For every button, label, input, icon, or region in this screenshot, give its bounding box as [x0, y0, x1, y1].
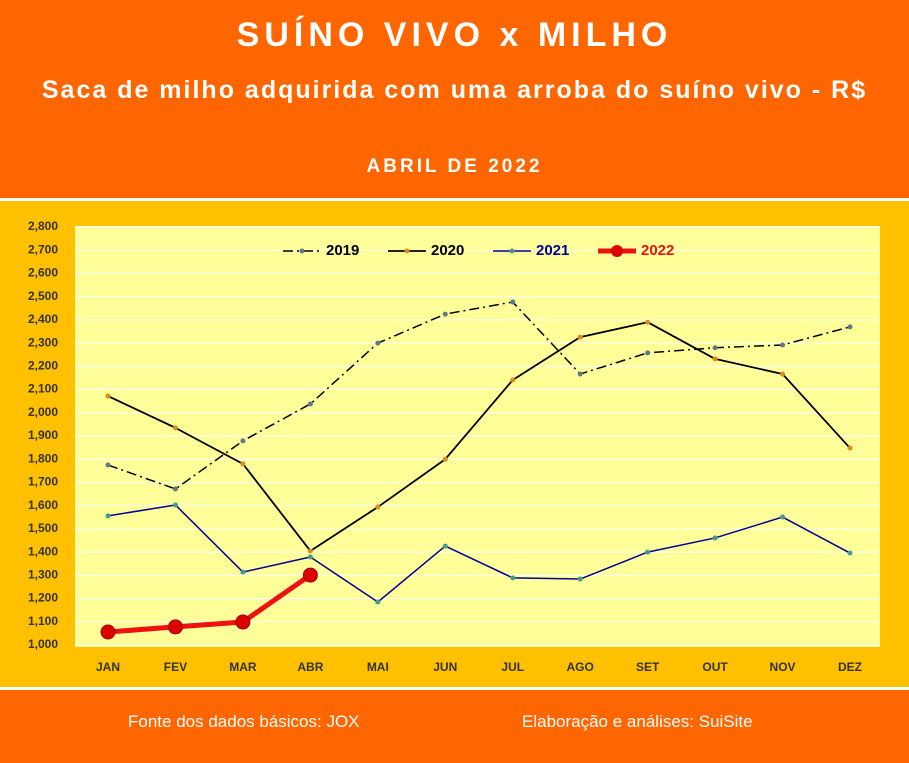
y-tick-label: 1,800: [28, 451, 58, 465]
source: Fonte dos dados básicos: JOX: [128, 712, 360, 731]
marker: [510, 299, 516, 305]
marker: [712, 535, 718, 541]
marker: [375, 504, 381, 510]
y-tick-label: 1,700: [28, 475, 58, 489]
x-tick-label: SET: [636, 660, 660, 674]
y-tick-label: 2,200: [28, 359, 58, 373]
x-tick-label: MAI: [367, 660, 389, 674]
marker: [375, 599, 381, 605]
y-tick-label: 1,200: [28, 591, 58, 605]
marker: [847, 550, 853, 556]
marker: [712, 356, 718, 362]
marker: [577, 371, 583, 377]
y-tick-label: 2,400: [28, 312, 58, 326]
x-tick-label: MAR: [229, 660, 257, 674]
y-tick-label: 1,100: [28, 614, 58, 628]
legend-marker: [509, 248, 515, 254]
marker: [105, 462, 111, 468]
y-tick-label: 1,300: [28, 568, 58, 582]
y-tick-label: 2,600: [28, 266, 58, 280]
period: ABRIL DE 2022: [366, 156, 543, 177]
credit: Elaboração e análises: SuiSite: [522, 712, 753, 731]
legend-label: 2022: [641, 242, 674, 259]
x-tick-label: JUL: [501, 660, 524, 674]
marker: [442, 311, 448, 317]
series-line: [107, 504, 851, 603]
x-tick-label: FEV: [164, 660, 187, 674]
y-tick-label: 1,500: [28, 521, 58, 535]
marker: [442, 543, 448, 549]
marker: [645, 350, 651, 356]
marker: [172, 502, 178, 508]
legend-marker: [404, 248, 410, 254]
marker: [577, 334, 583, 340]
y-tick-label: 2,500: [28, 289, 58, 303]
marker: [780, 342, 786, 348]
marker: [307, 548, 313, 554]
x-tick-label: JAN: [96, 660, 120, 674]
marker: [307, 554, 313, 560]
y-tick-label: 2,300: [28, 335, 58, 349]
subtitle: Saca de milho adquirida com uma arroba d…: [41, 76, 868, 104]
legend-label: 2019: [326, 242, 359, 259]
y-tick-label: 2,800: [28, 219, 58, 233]
marker: [712, 345, 718, 351]
y-tick-label: 1,900: [28, 428, 58, 442]
marker: [577, 576, 583, 582]
marker: [240, 438, 246, 444]
marker: [167, 619, 183, 635]
x-tick-label: AGO: [567, 660, 594, 674]
legend-label: 2021: [536, 242, 569, 259]
x-tick-label: DEZ: [838, 660, 862, 674]
marker: [442, 456, 448, 462]
y-tick-label: 1,000: [28, 637, 58, 651]
marker: [847, 324, 853, 330]
series-line: [107, 321, 851, 552]
marker: [240, 461, 246, 467]
x-tick-label: OUT: [702, 660, 728, 674]
y-tick-label: 2,000: [28, 405, 58, 419]
marker: [172, 486, 178, 492]
series-line: [107, 573, 312, 635]
marker: [510, 377, 516, 383]
marker: [375, 340, 381, 346]
marker: [105, 513, 111, 519]
marker: [780, 371, 786, 377]
legend-marker: [611, 245, 623, 257]
marker: [240, 569, 246, 575]
marker: [780, 514, 786, 520]
marker: [100, 624, 116, 640]
x-tick-label: NOV: [770, 660, 796, 674]
marker: [172, 425, 178, 431]
y-tick-label: 2,100: [28, 382, 58, 396]
marker: [645, 319, 651, 325]
marker: [105, 393, 111, 399]
legend-marker: [299, 248, 305, 254]
marker: [847, 445, 853, 451]
series-line: [107, 301, 851, 490]
x-tick-label: JUN: [433, 660, 457, 674]
x-tick-label: ABR: [297, 660, 323, 674]
legend-label: 2020: [431, 242, 464, 259]
marker: [645, 549, 651, 555]
y-tick-label: 1,400: [28, 544, 58, 558]
marker: [307, 401, 313, 407]
marker: [235, 614, 251, 630]
marker: [302, 567, 318, 583]
y-tick-label: 1,600: [28, 498, 58, 512]
marker: [510, 575, 516, 581]
y-tick-label: 2,700: [28, 242, 58, 256]
title: SUÍNO VIVO x MILHO: [236, 16, 673, 54]
